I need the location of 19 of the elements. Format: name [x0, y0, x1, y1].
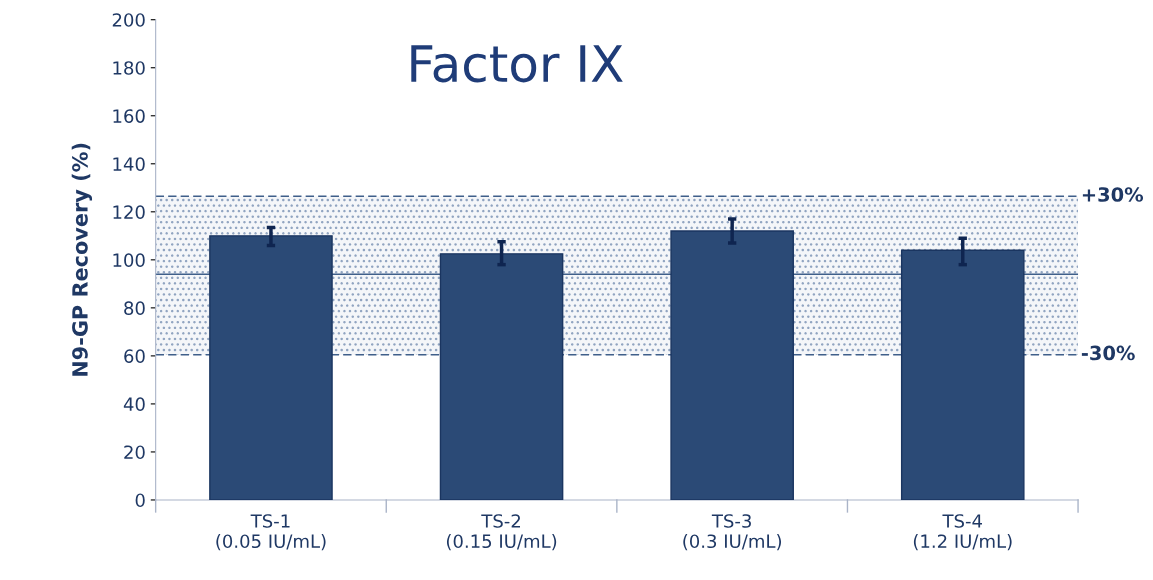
y-tick-label: 40	[123, 397, 145, 412]
y-tick-label: 180	[113, 61, 145, 75]
x-tick-label: TS-1 (0.05 IU/mL)	[216, 514, 326, 551]
x-tick-label: TS-3 (0.3 IU/mL)	[683, 514, 782, 551]
y-axis-title: N9-GP Recovery (%)	[71, 143, 93, 376]
y-tick-label: 80	[124, 301, 145, 315]
y-tick-label: 20	[124, 445, 145, 460]
chart-title: Factor IX	[411, 45, 623, 83]
x-tick-label: TS-4 (1.2 IU/mL)	[913, 514, 1012, 551]
text: +30%	[1082, 187, 1144, 202]
x-tick-label: TS-2 (0.15 IU/mL)	[446, 514, 557, 551]
y-tick-label: 60	[124, 349, 145, 363]
y-tick-label: 0	[135, 493, 145, 508]
y-tick-label: 100	[113, 253, 145, 267]
y-tick-label: 140	[113, 157, 145, 171]
text: -30%	[1081, 345, 1135, 361]
y-tick-label: 120	[113, 205, 145, 219]
y-tick-label: 160	[113, 109, 145, 123]
y-tick-label: 200	[112, 13, 145, 27]
